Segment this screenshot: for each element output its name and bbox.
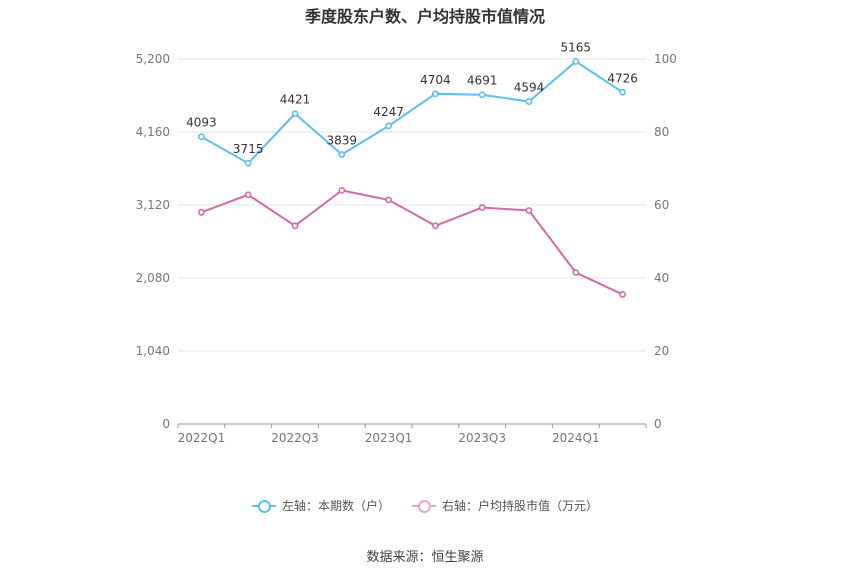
left-axis-tick-label: 3,120 — [136, 198, 170, 212]
left-axis-tick-label: 5,200 — [136, 52, 170, 66]
right-axis-tick-label: 80 — [654, 125, 669, 139]
legend-avg-value-label: 右轴：户均持股市值（万元） — [442, 499, 599, 513]
holders-data-point — [619, 88, 626, 96]
holders-data-label: 4093 — [186, 116, 217, 130]
avg-value-data-point — [197, 208, 205, 216]
avg-value-data-point — [291, 222, 299, 230]
x-axis-tick-label: 2022Q3 — [271, 431, 319, 445]
right-axis-tick-label: 100 — [654, 52, 677, 66]
holders-data-label: 4726 — [607, 71, 638, 85]
holders-data-label: 4594 — [514, 81, 545, 95]
legend-item-holders[interactable]: 左轴：本期数（户） — [251, 497, 390, 514]
holders-data-label: 3715 — [233, 142, 264, 156]
avg-value-data-point — [572, 269, 580, 276]
holders-data-label: 4691 — [467, 74, 498, 88]
avg-value-data-point — [525, 207, 533, 214]
legend-holders-marker-icon — [251, 499, 276, 513]
holders-data-point — [478, 91, 486, 99]
holders-data-point — [244, 159, 252, 167]
x-axis-tick-label: 2023Q3 — [458, 431, 506, 445]
x-axis-tick-label: 2023Q1 — [365, 431, 413, 445]
left-axis-tick-label: 4,160 — [136, 125, 170, 139]
x-axis-tick-label: 2024Q1 — [552, 431, 600, 445]
avg-value-series-line — [201, 189, 624, 296]
chart-legend: 左轴：本期数（户） 右轴：户均持股市值（万元） — [0, 497, 850, 514]
x-axis-tick-label: 2022Q1 — [178, 431, 226, 445]
right-axis-tick-label: 0 — [654, 417, 662, 431]
holders-data-point — [338, 151, 346, 158]
right-axis-tick-label: 20 — [654, 344, 669, 358]
avg-value-data-point — [385, 196, 392, 204]
legend-holders-label: 左轴：本期数（户） — [281, 499, 390, 513]
holders-data-point — [291, 110, 299, 118]
holders-data-point — [197, 133, 205, 141]
avg-value-data-point — [478, 204, 486, 211]
legend-avg-value-marker-icon — [412, 499, 436, 513]
holders-data-point — [525, 98, 533, 105]
holders-data-point — [572, 58, 580, 65]
legend-item-avg-value[interactable]: 右轴：户均持股市值（万元） — [412, 497, 598, 514]
avg-value-data-point — [431, 222, 439, 230]
avg-value-data-point — [244, 191, 252, 199]
holders-data-label: 4704 — [420, 73, 451, 87]
left-axis-tick-label: 0 — [162, 417, 170, 431]
holders-data-point — [385, 122, 392, 130]
avg-value-data-point — [338, 186, 346, 194]
holders-series-line — [200, 60, 624, 165]
chart-title: 季度股东户数、户均持股市值情况 — [304, 7, 545, 26]
right-axis-tick-label: 60 — [654, 198, 669, 212]
right-axis-tick-label: 40 — [654, 271, 669, 285]
data-source-note: 数据来源：恒生聚源 — [366, 550, 484, 565]
left-axis-tick-label: 1,040 — [136, 344, 170, 358]
holders-data-label: 4421 — [280, 93, 311, 107]
holders-data-point — [431, 90, 439, 98]
avg-value-data-point — [619, 291, 626, 298]
left-axis-tick-label: 2,080 — [136, 271, 170, 285]
holders-data-label: 4247 — [373, 105, 404, 119]
holders-data-label: 5165 — [561, 40, 592, 54]
holders-data-label: 3839 — [327, 134, 358, 148]
